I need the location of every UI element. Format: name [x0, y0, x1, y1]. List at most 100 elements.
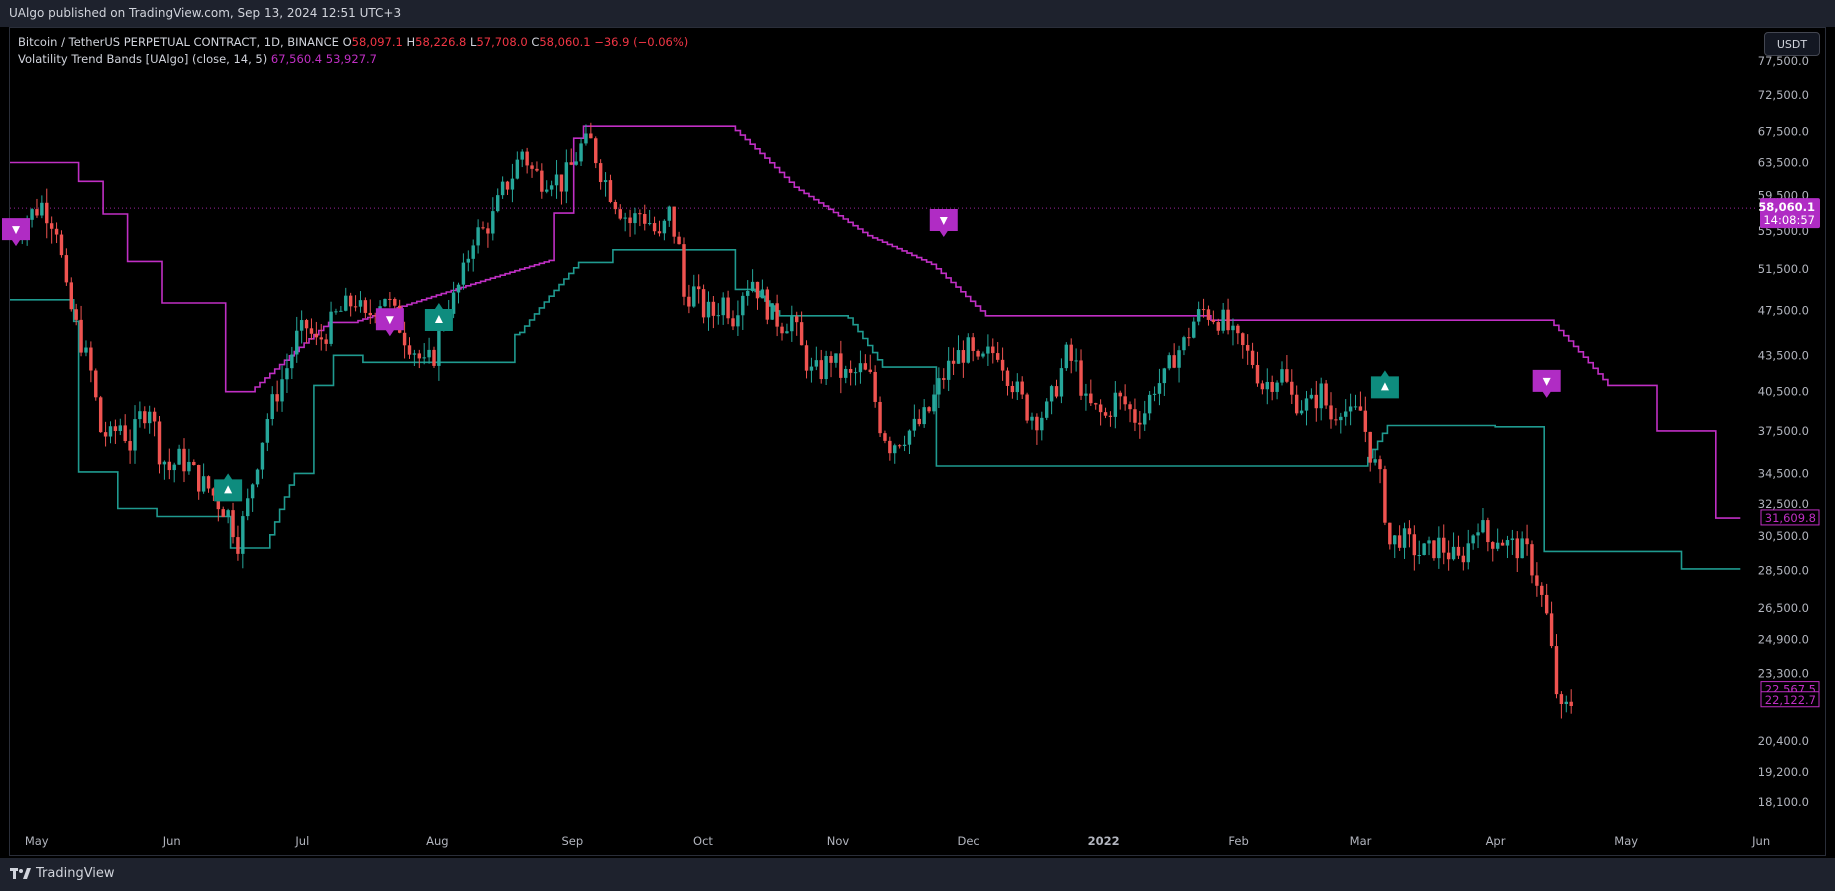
candle-body	[530, 165, 534, 169]
candle-body	[353, 306, 358, 308]
time-axis[interactable]: May Jun Jul Aug Sep Oct Nov Dec 2022 Feb Mar Apr May…	[25, 834, 1770, 848]
candle-body	[1378, 459, 1382, 470]
candle-body	[569, 162, 573, 165]
change-value: −36.9 (−0.06%)	[594, 35, 689, 49]
indicator-legend[interactable]: Volatility Trend Bands [UAlgo] (close, 1…	[18, 52, 377, 66]
candle	[1182, 335, 1186, 356]
candle	[1255, 351, 1260, 387]
time-tick-label: Sep	[561, 834, 583, 848]
candle	[1500, 539, 1505, 546]
candle-body	[1334, 419, 1338, 421]
band-value-badge-box	[1760, 509, 1820, 526]
candle	[937, 367, 941, 409]
candle-body	[437, 326, 441, 366]
candle-body	[956, 350, 961, 364]
candle-body	[1319, 383, 1323, 409]
candle	[314, 321, 319, 346]
candle-body	[162, 461, 167, 465]
candle-body	[1373, 459, 1377, 463]
candle-body	[1000, 359, 1005, 371]
candle	[760, 279, 765, 299]
candle-body	[118, 425, 123, 431]
candle	[1427, 536, 1431, 556]
candle-body	[1255, 364, 1260, 384]
candle-body	[1309, 394, 1314, 399]
candle-body	[1152, 393, 1157, 395]
candle-body	[260, 442, 265, 470]
candle-body	[1138, 422, 1142, 425]
candle-body	[951, 360, 956, 364]
candle-body	[932, 394, 936, 412]
candle	[241, 510, 245, 569]
candle	[505, 180, 510, 195]
candle	[814, 346, 819, 371]
candle	[1446, 540, 1451, 571]
candle	[564, 149, 569, 204]
candle-body	[574, 161, 578, 165]
candle	[40, 195, 44, 219]
candle-body	[1304, 398, 1309, 411]
candle-body	[1358, 406, 1363, 411]
candle	[1535, 562, 1539, 597]
symbol-legend[interactable]: Bitcoin / TetherUS PERPETUAL CONTRACT, 1…	[18, 35, 688, 49]
candle	[177, 444, 181, 466]
indicator-name: Volatility Trend Bands [UAlgo] (close, 1…	[18, 52, 268, 66]
candle	[1471, 534, 1475, 550]
candle-body	[363, 300, 368, 313]
candle-body	[559, 174, 564, 192]
candle-body	[535, 168, 539, 171]
candle-body	[917, 418, 921, 425]
candle	[94, 368, 98, 401]
candle	[696, 274, 701, 304]
candle-body	[1417, 554, 1421, 556]
candle-body	[995, 353, 1000, 360]
price-badges: 31,609.822,567.522,122.758,060.114:08:57	[1758, 198, 1820, 708]
candle-body	[1069, 344, 1073, 361]
candle	[353, 295, 358, 312]
candle	[755, 281, 760, 310]
candle	[265, 413, 270, 452]
candle	[897, 444, 902, 449]
candle	[1314, 380, 1319, 422]
candle	[549, 180, 554, 197]
candle-body	[1108, 415, 1113, 417]
price-axis[interactable]: 77,500.072,500.067,500.063,500.059,500.0…	[1758, 54, 1809, 809]
candle-body	[897, 445, 902, 447]
candle-body	[1402, 528, 1407, 548]
tradingview-logo[interactable]: TradingView	[10, 866, 115, 881]
candle-body	[216, 495, 221, 510]
candle	[1442, 524, 1446, 565]
currency-button[interactable]: USDT	[1764, 32, 1820, 56]
chart-area[interactable]	[9, 27, 1826, 856]
candle	[510, 163, 515, 203]
candle	[1451, 532, 1456, 561]
candle	[1544, 583, 1549, 616]
candle-body	[628, 217, 632, 224]
candle-body	[69, 282, 73, 310]
price-tick-label: 28,500.0	[1758, 564, 1809, 578]
candle-body	[1285, 369, 1289, 382]
candle-body	[520, 151, 524, 160]
candle	[255, 468, 260, 488]
time-tick-label: Apr	[1486, 834, 1506, 848]
candle	[275, 380, 279, 412]
candle-body	[966, 337, 970, 363]
tradingview-icon	[10, 867, 31, 879]
candle-body	[790, 316, 794, 332]
candle-body	[393, 298, 397, 306]
candle-body	[1363, 410, 1368, 432]
candle-body	[206, 476, 211, 489]
candle	[128, 429, 132, 464]
candle-body	[1461, 555, 1466, 563]
price-tick-label: 30,500.0	[1758, 529, 1809, 543]
candle-body	[1196, 309, 1201, 322]
candle	[976, 349, 980, 360]
candle-body	[373, 315, 377, 317]
candle	[736, 300, 740, 336]
candle-body	[1554, 646, 1559, 695]
candle-body	[422, 357, 426, 359]
candle-body	[1324, 383, 1328, 406]
candle	[304, 318, 309, 344]
candle-body	[986, 346, 990, 354]
